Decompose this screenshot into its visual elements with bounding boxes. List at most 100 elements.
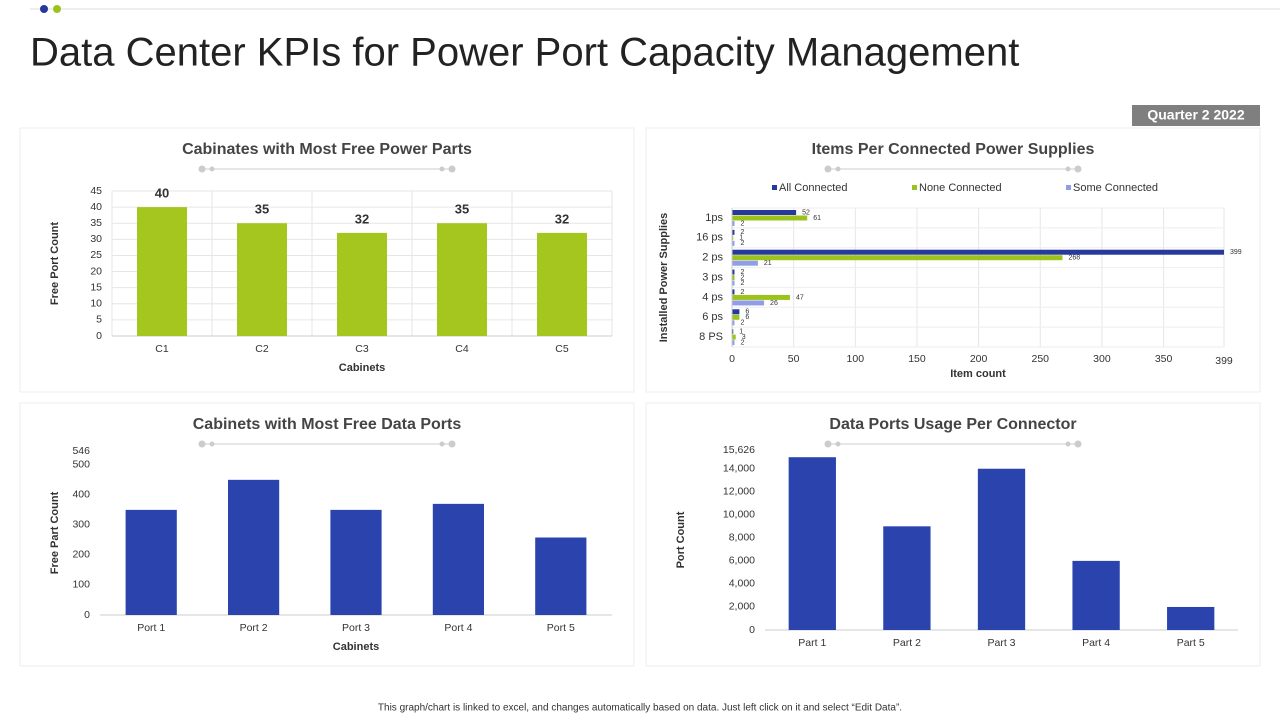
x-tick-label: Part 4 [1082, 637, 1110, 649]
y-tick-label: 4 ps [702, 291, 723, 303]
data-label: 2 [740, 269, 744, 276]
y-tick-label: 6 ps [702, 311, 723, 323]
x-tick-label: Port 5 [547, 622, 575, 634]
bar [732, 280, 735, 286]
x-tick-label: Part 1 [798, 637, 826, 649]
bar [883, 526, 931, 630]
y-axis-label: Port Count [675, 511, 687, 568]
data-label: 52 [802, 209, 810, 216]
y-tick-label: 15 [90, 281, 102, 293]
dot [40, 5, 48, 13]
y-tick-label: 10 [90, 298, 102, 310]
bar [732, 275, 735, 281]
y-axis-label: Installed Power Supplies [658, 213, 670, 343]
x-tick-label: C1 [155, 343, 169, 355]
data-label: 21 [764, 260, 772, 267]
page-title: Data Center KPIs for Power Port Capacity… [30, 31, 1019, 75]
x-axis-label: Cabinets [333, 641, 379, 653]
y-axis-label: Free Port Count [49, 222, 61, 305]
footer: This graph/chart is linked to excel, and… [378, 703, 902, 714]
data-label: 399 [1230, 249, 1242, 256]
x-tick-label: Port 3 [342, 622, 370, 634]
data-label: 2 [740, 289, 744, 296]
data-label: 2 [740, 240, 744, 247]
data-label: 268 [1068, 255, 1080, 262]
rule-dot [209, 166, 215, 172]
x-axis-label: Item count [950, 368, 1006, 380]
rule-dot [448, 440, 456, 448]
legend-label: Some Connected [1073, 182, 1158, 194]
x-tick-label: Port 2 [240, 622, 268, 634]
legend-label: All Connected [779, 182, 848, 194]
bar [732, 289, 735, 295]
y-tick-label: 20 [90, 265, 102, 277]
y-tick-label: 0 [749, 624, 755, 636]
x-tick-label: Part 5 [1177, 637, 1205, 649]
x-tick-label: 50 [788, 353, 800, 365]
chart-title: Cabinets with Most Free Data Ports [193, 416, 462, 433]
rule-dot [198, 440, 206, 448]
data-label: 2 [740, 320, 744, 327]
chart-title: Data Ports Usage Per Connector [829, 416, 1076, 433]
data-label: 2 [740, 229, 744, 236]
y-tick-label: 300 [72, 519, 90, 531]
y-tick-label: 2 ps [702, 252, 723, 264]
y-tick-label: 15,626 [723, 444, 755, 456]
data-label: 26 [770, 300, 778, 307]
bar [732, 329, 734, 335]
x-tick-label: 250 [1032, 353, 1050, 365]
rule-dot [1074, 165, 1082, 173]
y-axis-label: Free Part Count [49, 491, 61, 574]
data-label: 2 [740, 274, 744, 281]
bar [125, 509, 177, 615]
bar [535, 537, 587, 615]
rule-dot [824, 440, 832, 448]
panel [19, 402, 635, 667]
chart-title: Cabinates with Most Free Power Parts [182, 141, 472, 158]
y-tick-label: 40 [90, 201, 102, 213]
bar [237, 223, 287, 336]
bar [1072, 560, 1120, 630]
x-tick-label: Part 3 [987, 637, 1015, 649]
bar [732, 334, 736, 340]
y-tick-label: 30 [90, 233, 102, 245]
panel [645, 127, 1261, 393]
chart-title: Items Per Connected Power Supplies [812, 141, 1095, 158]
bar [732, 210, 797, 215]
y-tick-label: 3 ps [702, 271, 723, 283]
bar [732, 300, 765, 306]
bar [977, 468, 1026, 630]
bar [732, 309, 740, 315]
data-label: 40 [155, 186, 169, 201]
bar [137, 207, 187, 336]
data-label: 32 [555, 211, 569, 226]
y-tick-label: 16 ps [696, 232, 723, 244]
bar [437, 223, 487, 336]
badge-text: Quarter 2 2022 [1147, 107, 1244, 123]
y-tick-label: 100 [72, 579, 90, 591]
data-label: 2 [740, 339, 744, 346]
y-tick-label: 0 [96, 330, 102, 342]
data-label: 2 [740, 220, 744, 227]
legend-label: None Connected [919, 182, 1002, 194]
y-tick-label: 14,000 [723, 463, 755, 475]
y-tick-label: 6,000 [729, 555, 755, 567]
rule-dot [1065, 441, 1071, 447]
bar [732, 260, 758, 266]
y-tick-label: 1ps [705, 212, 723, 224]
y-tick-label: 10,000 [723, 509, 755, 521]
x-tick-label: Part 2 [893, 637, 921, 649]
y-tick-label: 200 [72, 549, 90, 561]
data-label: 32 [355, 211, 369, 226]
x-tick-label: 399 [1215, 355, 1233, 367]
x-axis-label: Cabinets [339, 362, 385, 374]
x-tick-label: C4 [455, 343, 469, 355]
bar [537, 232, 587, 336]
legend-swatch [1066, 185, 1071, 190]
x-tick-label: 150 [908, 353, 926, 365]
x-tick-label: 0 [729, 353, 735, 365]
bar [732, 320, 735, 326]
x-tick-label: 200 [970, 353, 988, 365]
x-tick-label: 100 [847, 353, 865, 365]
